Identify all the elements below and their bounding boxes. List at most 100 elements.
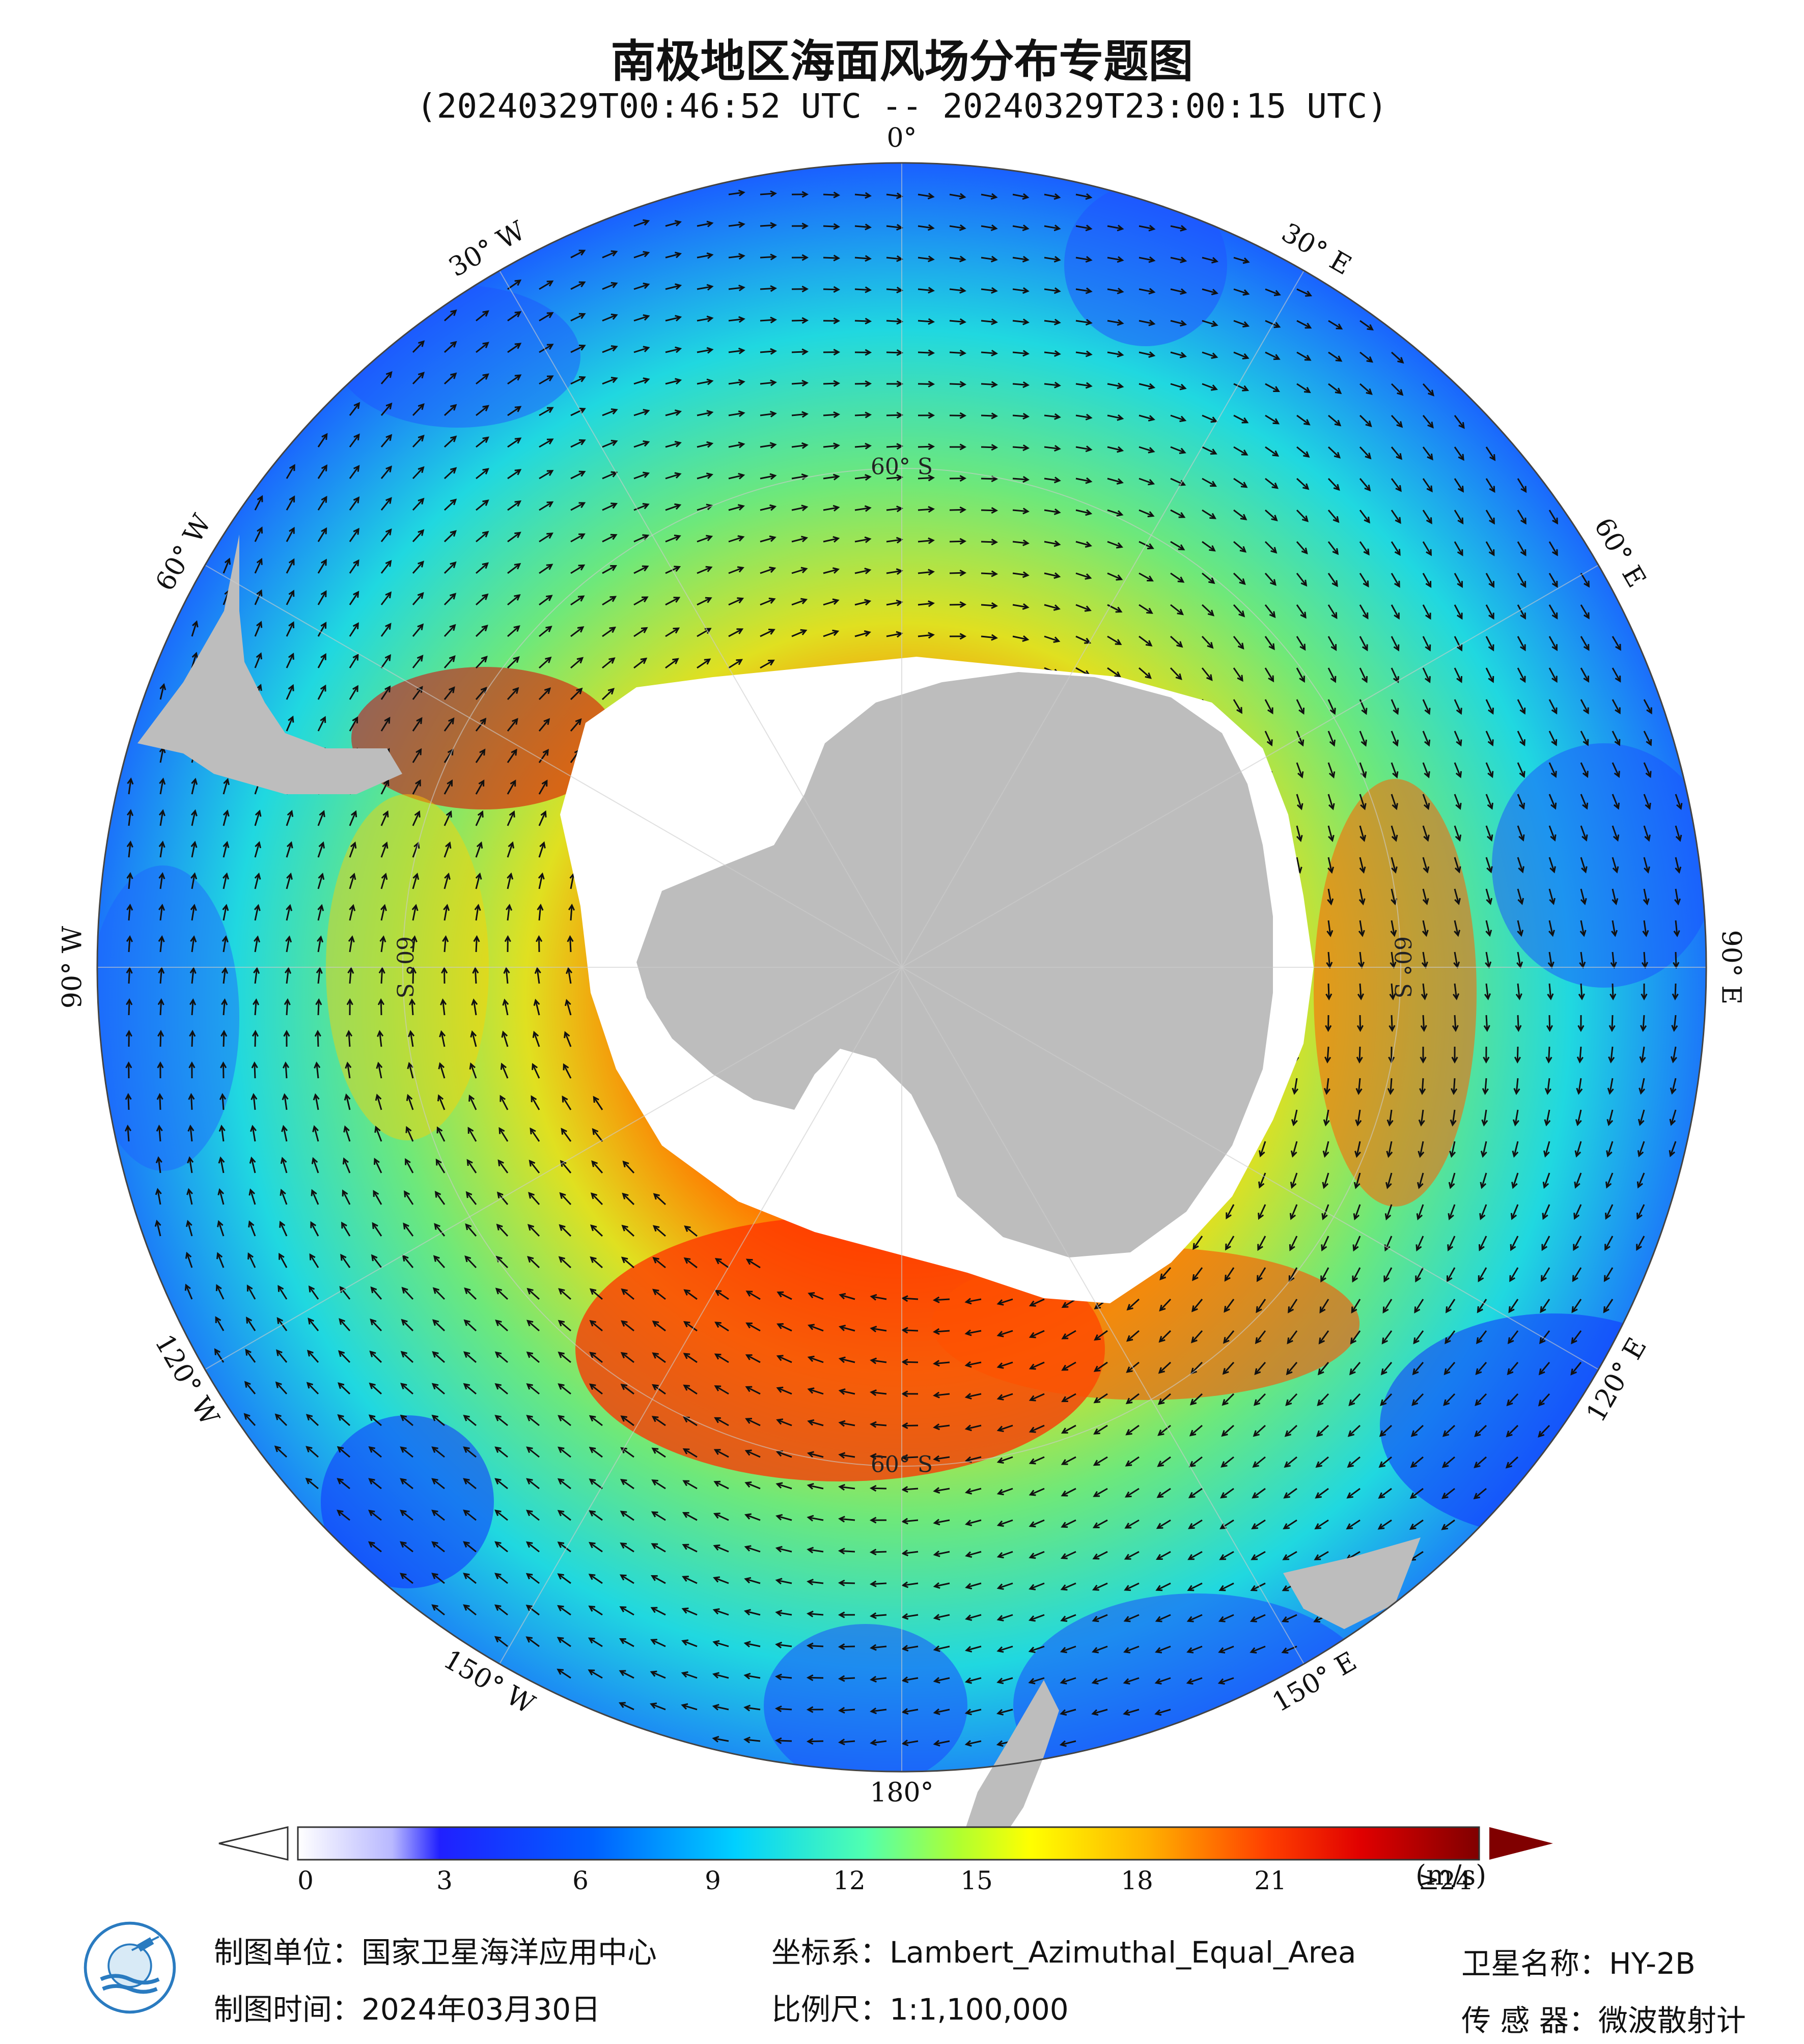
wind-arrow-head	[352, 622, 359, 629]
wind-arrow	[1317, 1393, 1329, 1406]
wind-arrow	[602, 503, 617, 511]
wind-arrow	[652, 1543, 666, 1553]
wind-arrow-head	[1505, 1462, 1513, 1469]
wind-arrow-head	[557, 1478, 565, 1485]
wind-arrow	[966, 1645, 982, 1651]
wind-arrow	[372, 1223, 382, 1237]
wind-arrow-head	[1298, 707, 1305, 715]
wind-arrow	[159, 937, 163, 953]
wind-arrow	[1012, 509, 1029, 513]
wind-arrow	[1441, 1519, 1455, 1530]
wind-arrow-head	[1576, 1056, 1584, 1064]
wind-arrow	[1352, 1267, 1361, 1282]
wind-arrow-head	[348, 935, 355, 943]
wind-arrow	[1093, 1677, 1108, 1684]
wind-arrow	[1327, 573, 1338, 586]
wind-arrow-head	[1573, 1244, 1579, 1251]
wind-arrow	[349, 403, 360, 416]
wind-arrow-head	[443, 904, 450, 911]
wind-arrow-head	[289, 464, 295, 471]
wind-arrow-head	[933, 1519, 940, 1526]
wind-arrow	[1012, 351, 1029, 355]
wind-arrow-head	[126, 998, 133, 1005]
wind-arrow-head	[374, 1126, 381, 1133]
wind-arrow-head	[610, 250, 618, 257]
wind-arrow	[1670, 1141, 1677, 1156]
wind-arrow-head	[1061, 1427, 1068, 1434]
wind-arrow-head	[317, 935, 324, 943]
wind-arrow-head	[1425, 644, 1431, 652]
wind-arrow	[286, 937, 290, 953]
wind-arrow-head	[1116, 574, 1123, 581]
wind-arrow-head	[126, 935, 133, 942]
wind-arrow	[1126, 1456, 1140, 1467]
wind-arrow-head	[933, 1582, 940, 1589]
wind-arrow-head	[317, 904, 324, 911]
wind-arrow	[1156, 1677, 1171, 1684]
wind-arrow	[590, 1384, 603, 1395]
wind-arrow-head	[468, 1094, 475, 1102]
wind-arrow	[665, 627, 679, 637]
wind-arrow	[981, 257, 996, 261]
wind-arrow	[791, 413, 808, 416]
wind-arrow-head	[901, 1454, 908, 1461]
wind-arrow	[1139, 604, 1153, 614]
wind-arrow-head	[431, 1573, 438, 1579]
wind-arrow-head	[432, 1351, 439, 1358]
wind-arrow	[871, 1296, 887, 1300]
wind-arrow	[343, 1158, 351, 1173]
wind-arrow-head	[901, 1613, 909, 1620]
wind-arrow-head	[1359, 834, 1367, 842]
wind-arrow-head	[482, 373, 489, 380]
wind-arrow	[1030, 1330, 1045, 1338]
wind-arrow-head	[1301, 547, 1308, 555]
wind-arrow-head	[1148, 256, 1156, 263]
wind-arrow-head	[675, 283, 682, 290]
wind-arrow	[683, 1512, 698, 1521]
wind-arrow	[1094, 1488, 1108, 1497]
wind-arrow	[159, 874, 163, 889]
wind-arrow-head	[1637, 1150, 1644, 1158]
wind-arrow-head	[1054, 444, 1061, 452]
wind-arrow	[1454, 573, 1463, 587]
wind-arrow-head	[1093, 1460, 1100, 1466]
wind-arrow	[128, 779, 132, 795]
wind-arrow-head	[1029, 1332, 1036, 1338]
wind-arrow-head	[385, 434, 393, 441]
wind-arrow-head	[578, 564, 586, 571]
wind-arrow-head	[1053, 225, 1061, 232]
wind-arrow	[1643, 731, 1652, 745]
wind-arrow	[433, 1255, 446, 1269]
wind-arrow	[1454, 794, 1461, 809]
wind-arrow	[1292, 1141, 1298, 1157]
wind-arrow	[380, 811, 388, 826]
wind-arrow-head	[514, 374, 522, 381]
wind-arrow	[1233, 604, 1245, 617]
wind-arrow	[1190, 1361, 1203, 1374]
wind-arrow-head	[1364, 484, 1371, 492]
wind-arrow-head	[441, 966, 448, 974]
wind-arrow-head	[546, 280, 554, 287]
wind-arrow	[1548, 920, 1553, 936]
wind-arrow-head	[311, 1189, 317, 1196]
wind-arrow-head	[562, 1095, 568, 1103]
wind-arrow	[918, 193, 933, 198]
wind-arrow-head	[738, 253, 745, 260]
wind-arrow	[476, 374, 489, 385]
wind-arrow	[1030, 1519, 1045, 1527]
wind-arrow	[1324, 1141, 1329, 1157]
wind-arrow-head	[350, 841, 357, 849]
wind-arrow-head	[385, 465, 392, 472]
wind-arrow-head	[643, 409, 650, 415]
wind-arrow-head	[1117, 414, 1124, 421]
wind-arrow	[507, 374, 521, 385]
wind-arrow	[558, 1447, 571, 1458]
wind-arrow	[1326, 1046, 1329, 1062]
wind-arrow	[275, 1446, 288, 1458]
wind-arrow	[375, 1127, 382, 1142]
wind-arrow-head	[1148, 479, 1155, 486]
wind-arrow-head	[379, 935, 386, 943]
wind-arrow-head	[1333, 484, 1340, 491]
wind-arrow-head	[1455, 834, 1462, 842]
wind-arrow-head	[1572, 1275, 1578, 1282]
